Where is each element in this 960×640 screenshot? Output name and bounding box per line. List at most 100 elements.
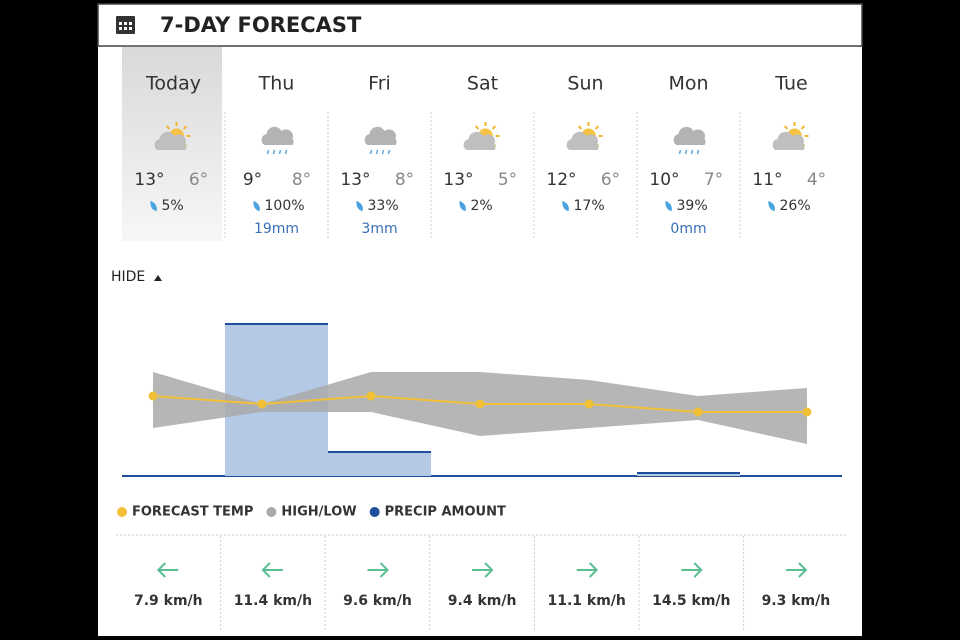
sun-ray bbox=[783, 125, 789, 130]
drop-icon bbox=[253, 200, 260, 212]
wind-speed: 14.5 km/h bbox=[652, 593, 730, 609]
forecast-point bbox=[693, 407, 703, 417]
sun-ray bbox=[577, 125, 583, 130]
high-temp: 13° bbox=[443, 170, 473, 190]
forecast-point bbox=[802, 407, 812, 417]
low-temp: 5° bbox=[498, 170, 517, 190]
wind-arrow bbox=[576, 562, 599, 578]
wind-arrow bbox=[681, 562, 703, 578]
legend-dot bbox=[369, 507, 380, 517]
drop-icon bbox=[150, 200, 157, 212]
high-temp: 9° bbox=[243, 170, 262, 190]
cloud bbox=[364, 126, 397, 145]
cloud bbox=[463, 131, 496, 150]
weather-icon bbox=[463, 122, 500, 150]
cloud bbox=[261, 126, 294, 145]
wind-arrow bbox=[785, 562, 808, 578]
sun-ray bbox=[491, 125, 497, 130]
rain-drop bbox=[387, 149, 391, 155]
precip-chance: 100% bbox=[265, 198, 305, 214]
precip-amount-label: 3mm bbox=[361, 221, 397, 237]
wind-speed: 9.3 km/h bbox=[762, 593, 831, 609]
drop-icon bbox=[459, 200, 466, 212]
rain-drop bbox=[690, 149, 694, 155]
precip-chance: 39% bbox=[677, 198, 708, 214]
drop-icon bbox=[562, 200, 569, 212]
low-temp: 6° bbox=[601, 170, 620, 190]
weather-icon bbox=[154, 122, 191, 150]
cloud bbox=[566, 131, 599, 150]
calendar-icon bbox=[116, 16, 135, 34]
sun-ray bbox=[800, 125, 806, 130]
high-temp: 13° bbox=[134, 170, 164, 190]
high-temp: 11° bbox=[752, 170, 782, 190]
header-bar bbox=[97, 3, 863, 47]
sun-ray bbox=[182, 125, 188, 130]
toggle-caret[interactable] bbox=[154, 275, 162, 281]
hide-toggle[interactable]: HIDE bbox=[111, 269, 145, 285]
precip-bar bbox=[637, 473, 740, 476]
forecast-point bbox=[257, 399, 267, 409]
weather-icon bbox=[673, 126, 706, 155]
rain-drop bbox=[375, 149, 379, 155]
legend-label: FORECAST TEMP bbox=[132, 505, 253, 520]
day-name: Today bbox=[145, 73, 201, 95]
low-temp: 4° bbox=[807, 170, 826, 190]
cloud bbox=[772, 131, 805, 150]
sun-ray bbox=[474, 125, 480, 130]
rain-drop bbox=[369, 149, 373, 155]
rain-drop bbox=[678, 149, 682, 155]
drop-icon bbox=[768, 200, 775, 212]
day-name: Sun bbox=[567, 73, 603, 95]
precip-amount-label: 19mm bbox=[254, 221, 299, 237]
forecast-point bbox=[475, 399, 485, 409]
low-temp: 7° bbox=[704, 170, 723, 190]
drop-icon bbox=[356, 200, 363, 212]
precip-chance: 26% bbox=[780, 198, 811, 214]
header-title: 7-DAY FORECAST bbox=[160, 13, 362, 37]
precip-chance: 5% bbox=[162, 198, 184, 214]
rain-drop bbox=[278, 149, 282, 155]
wind-speed: 11.1 km/h bbox=[547, 593, 625, 609]
weather-icon bbox=[772, 122, 809, 150]
day-name: Sat bbox=[467, 73, 498, 95]
precip-bar bbox=[328, 452, 431, 476]
weather-icon bbox=[364, 126, 397, 155]
drop-icon bbox=[665, 200, 672, 212]
forecast-point bbox=[148, 391, 158, 401]
wind-speed: 7.9 km/h bbox=[134, 593, 203, 609]
wind-speed: 9.4 km/h bbox=[448, 593, 517, 609]
day-name: Thu bbox=[258, 73, 295, 95]
wind-arrow bbox=[156, 562, 179, 578]
wind-speed: 9.6 km/h bbox=[343, 593, 412, 609]
legend-dot bbox=[266, 507, 277, 517]
low-temp: 8° bbox=[395, 170, 414, 190]
sun-ray bbox=[165, 125, 171, 130]
day-name: Fri bbox=[368, 73, 391, 95]
legend-dot bbox=[117, 507, 127, 517]
forecast-point bbox=[584, 399, 594, 409]
rain-drop bbox=[696, 149, 700, 155]
widget bbox=[98, 4, 862, 636]
wind-speed: 11.4 km/h bbox=[234, 593, 312, 609]
legend-label: HIGH/LOW bbox=[281, 505, 356, 520]
rain-drop bbox=[272, 149, 276, 155]
precip-chance: 17% bbox=[574, 198, 605, 214]
legend-label: PRECIP AMOUNT bbox=[385, 505, 506, 520]
weather-icon bbox=[566, 122, 603, 150]
sun-ray bbox=[594, 125, 600, 130]
cloud bbox=[673, 126, 706, 145]
wind-arrow bbox=[472, 562, 494, 578]
precip-chance: 33% bbox=[368, 198, 399, 214]
rain-drop bbox=[266, 149, 270, 155]
high-temp: 10° bbox=[649, 170, 679, 190]
precip-amount-label: 0mm bbox=[670, 221, 706, 237]
low-temp: 6° bbox=[189, 170, 208, 190]
forecast-point bbox=[366, 391, 376, 401]
day-name: Mon bbox=[668, 73, 708, 95]
rain-drop bbox=[284, 149, 288, 155]
wind-arrow bbox=[367, 562, 389, 578]
rain-drop bbox=[684, 149, 688, 155]
